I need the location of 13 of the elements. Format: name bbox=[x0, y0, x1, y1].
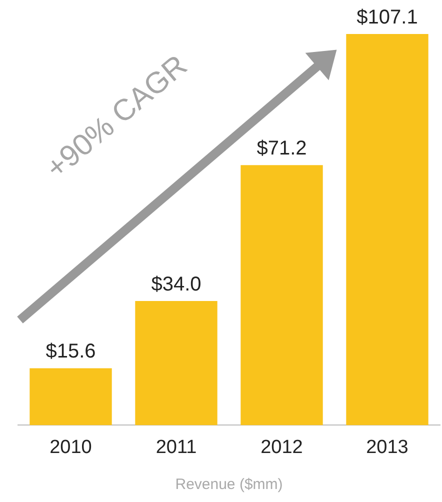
data-label: $34.0 bbox=[151, 274, 202, 296]
data-label: $71.2 bbox=[256, 138, 307, 160]
bar bbox=[30, 368, 112, 426]
x-tick-label: 2012 bbox=[260, 436, 303, 458]
bar bbox=[346, 34, 428, 426]
data-label: $15.6 bbox=[46, 340, 96, 363]
bar bbox=[135, 301, 218, 426]
x-tick-label: 2011 bbox=[156, 436, 197, 458]
x-tick-label: 2013 bbox=[366, 436, 408, 458]
x-tick-label: 2010 bbox=[50, 436, 92, 458]
bar bbox=[240, 165, 323, 426]
x-axis-title: Revenue ($mm) bbox=[175, 476, 283, 494]
data-label: $107.1 bbox=[356, 6, 418, 29]
